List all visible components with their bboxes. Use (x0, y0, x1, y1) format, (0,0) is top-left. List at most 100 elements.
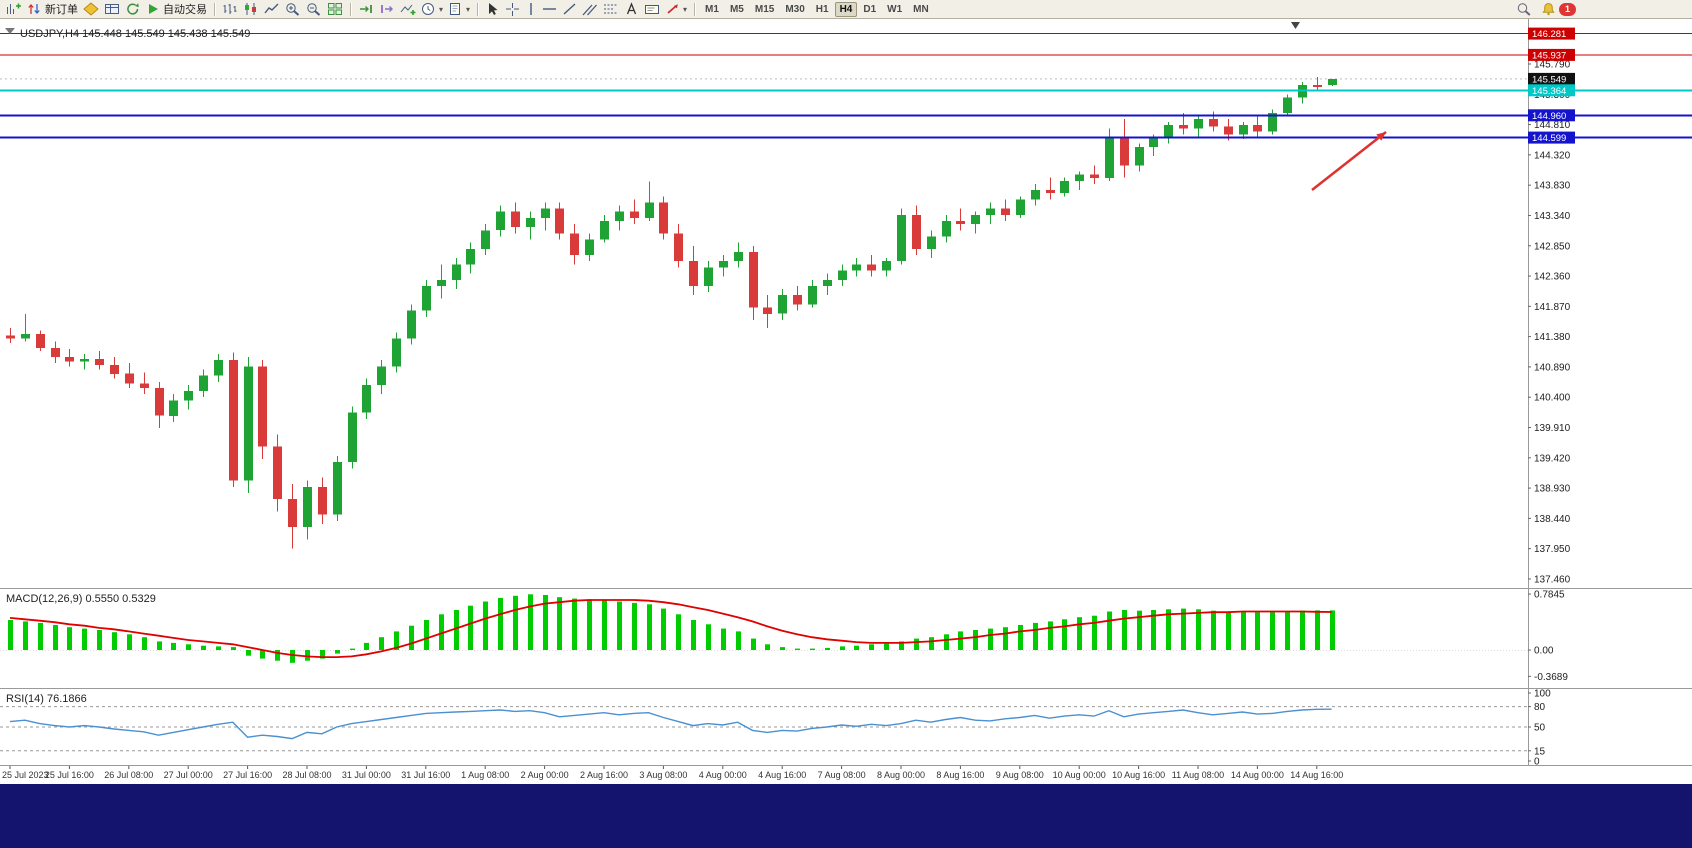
time-axis-label: 10 Aug 00:00 (1053, 770, 1106, 780)
timeframe-m15[interactable]: M15 (754, 3, 775, 15)
time-axis-label: 14 Aug 00:00 (1231, 770, 1284, 780)
line-chart-icon (264, 3, 279, 14)
candle (526, 217, 535, 228)
candle (155, 387, 164, 416)
macd-bar (112, 632, 117, 650)
time-axis-label: 26 Jul 08:00 (104, 770, 153, 780)
zoom-out-button[interactable] (304, 1, 324, 17)
macd-bar (201, 645, 206, 650)
text-button[interactable] (622, 1, 641, 17)
timeframe-m5[interactable]: M5 (729, 3, 744, 15)
price-level-box: 146.281 (1528, 27, 1575, 40)
candle (645, 202, 654, 218)
new-order-button[interactable]: 新订单 (24, 1, 80, 17)
tile-windows-button[interactable] (325, 1, 345, 17)
macd-bar (691, 620, 696, 650)
market-watch-button[interactable] (102, 1, 122, 17)
text-label-icon (645, 5, 660, 14)
chart-shift-marker[interactable] (1291, 22, 1300, 29)
svg-text:140.400: 140.400 (1534, 393, 1571, 404)
svg-text:138.930: 138.930 (1534, 484, 1571, 495)
macd-bar (1062, 619, 1067, 650)
metaeditor-button[interactable] (81, 1, 101, 17)
one-click-trading-toggle[interactable] (5, 28, 15, 34)
candle (51, 347, 60, 358)
timeframe-mn[interactable]: MN (913, 3, 929, 15)
auto-scroll-button[interactable] (356, 1, 376, 17)
time-axis-label: 28 Jul 08:00 (282, 770, 331, 780)
text-label-button[interactable] (642, 1, 662, 17)
macd-bar (958, 631, 963, 650)
new-chart-button[interactable] (3, 1, 23, 17)
candle (1253, 125, 1262, 132)
macd-bar (498, 597, 503, 650)
macd-bar (8, 620, 13, 650)
trendline-button[interactable] (560, 1, 579, 17)
dropdown-caret: ▾ (439, 4, 444, 14)
timeframe-h4[interactable]: H4 (834, 1, 858, 17)
timeframe-m30[interactable]: M30 (785, 3, 805, 15)
navigator-button[interactable] (123, 1, 143, 17)
price-level-box: 145.937 (1528, 48, 1575, 61)
crosshair-button[interactable] (503, 1, 522, 17)
timeframe-d1[interactable]: D1 (863, 3, 877, 15)
horizontal-line-button[interactable] (540, 1, 559, 17)
line-chart-button[interactable] (262, 1, 282, 17)
macd-bar (1330, 610, 1335, 650)
macd-bar (602, 600, 607, 650)
zoom-in-button[interactable] (283, 1, 303, 17)
svg-text:144.320: 144.320 (1534, 150, 1571, 161)
candle (1149, 137, 1158, 147)
chart-shift-button[interactable] (377, 1, 397, 17)
macd-bar (82, 628, 87, 650)
candle (452, 264, 461, 280)
chart-title: USDJPY,H4 145.448 145.549 145.438 145.54… (20, 28, 250, 40)
notifications-button[interactable]: 1 (1539, 1, 1578, 17)
timeframe-h1[interactable]: H1 (815, 3, 829, 15)
arrows-icon (667, 4, 678, 14)
macd-bar (290, 650, 295, 663)
time-axis-label: 2 Aug 16:00 (580, 770, 628, 780)
bar-chart-button[interactable] (220, 1, 240, 17)
templates-button[interactable]: ▾ (446, 1, 472, 17)
search-button[interactable] (1514, 1, 1534, 17)
candle (303, 486, 312, 527)
trendline-icon (563, 3, 576, 15)
macd-bar (231, 647, 236, 650)
macd-bar (869, 644, 874, 650)
autotrading-button[interactable]: 自动交易 (144, 1, 209, 17)
periods-button[interactable]: ▾ (419, 1, 445, 17)
macd-bar (884, 643, 889, 650)
candlestick-chart-button[interactable] (241, 1, 261, 17)
candle (808, 285, 817, 305)
candle (437, 279, 446, 286)
candle (244, 366, 253, 481)
candle (719, 261, 728, 268)
candle (689, 261, 698, 286)
candle (749, 251, 758, 308)
equidistant-channel-button[interactable] (580, 1, 600, 17)
fibonacci-button[interactable] (601, 1, 621, 17)
toolbar: 新订单 自动交易 ▾ ▾ (0, 0, 1692, 19)
macd-bar (572, 598, 577, 650)
vertical-line-button[interactable] (523, 1, 539, 17)
chart-canvas[interactable]: 145.790145.300144.810144.320143.830143.3… (0, 19, 1692, 784)
candle (258, 366, 267, 447)
candle (1209, 119, 1218, 127)
timeframe-w1[interactable]: W1 (887, 3, 903, 15)
arrows-button[interactable]: ▾ (663, 1, 689, 17)
macd-bar (944, 634, 949, 650)
macd-bar (899, 641, 904, 650)
macd-bar (53, 625, 58, 650)
cursor-button[interactable] (483, 1, 502, 17)
candle (184, 391, 193, 401)
arrow-object[interactable] (1311, 131, 1387, 191)
timeframe-m1[interactable]: M1 (705, 3, 719, 15)
indicators-button[interactable] (398, 1, 418, 17)
candle (971, 214, 980, 225)
macd-bar (721, 628, 726, 650)
macd-bar (706, 624, 711, 650)
candle (511, 211, 520, 228)
candle (956, 221, 965, 225)
